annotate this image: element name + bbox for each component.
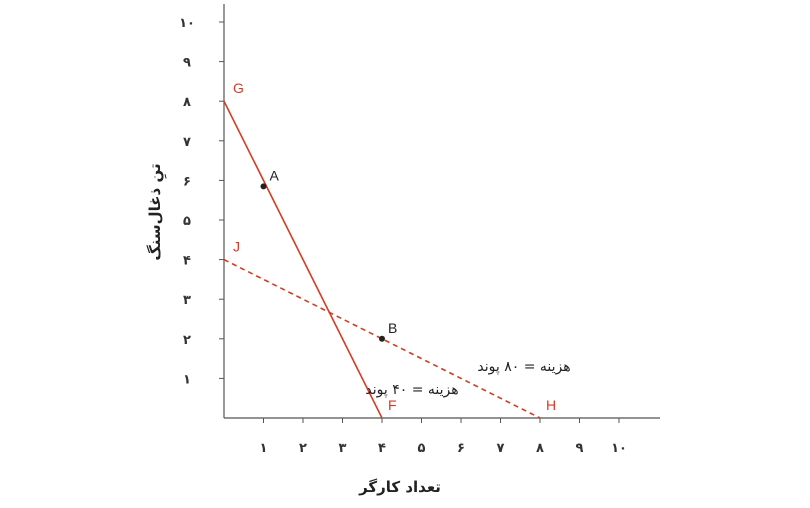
x-tick-label: ۱۰ <box>611 441 627 456</box>
y-tick-label: ۲ <box>183 333 191 348</box>
x-axis-ticks: ۱ ۲ ۳ ۴ ۵ ۶ ۷ ۸ ۹ ۱۰ <box>260 418 627 456</box>
x-axis-title: تعداد کارگر <box>358 478 441 496</box>
x-tick-label: ۳ <box>339 441 347 456</box>
y-tick-label: ۳ <box>183 293 191 308</box>
x-tick-label: ۹ <box>576 441 584 456</box>
x-tick-label: ۴ <box>378 441 386 456</box>
point-label: B <box>388 320 397 336</box>
x-tick-label: ۲ <box>299 441 307 456</box>
y-tick-label: ۸ <box>183 95 191 110</box>
cost-label: هزینه = ۴۰ پوند <box>365 382 458 398</box>
cost-label: هزینه = ۸۰ پوند <box>477 359 570 375</box>
line-end-label: F <box>388 397 397 413</box>
dashed-line-jh <box>223 258 541 419</box>
point-label: A <box>270 167 280 183</box>
x-tick-label: ۵ <box>418 441 426 456</box>
point-b <box>379 335 385 342</box>
points: AB <box>260 167 397 342</box>
y-tick-label: ۵ <box>183 214 191 229</box>
x-tick-label: ۱ <box>260 441 268 456</box>
line-start-label: J <box>233 239 240 255</box>
x-tick-label: ۶ <box>457 441 465 456</box>
x-tick-label: ۷ <box>497 441 505 456</box>
y-tick-label: ۶ <box>183 174 191 189</box>
y-tick-label: ۷ <box>183 135 191 150</box>
y-tick-label: ۱ <box>183 372 191 387</box>
solid-line-gf <box>223 100 383 419</box>
y-axis-ticks: ۱ ۲ ۳ ۴ ۵ ۶ ۷ ۸ ۹ ۱۰ <box>179 16 224 387</box>
axes <box>223 4 660 419</box>
point-a <box>260 183 267 190</box>
y-tick-label: ۱۰ <box>179 16 195 31</box>
line-end-label: H <box>546 397 556 413</box>
y-tick-label: ۴ <box>183 254 191 269</box>
y-tick-label: ۹ <box>183 56 191 71</box>
x-tick-label: ۸ <box>536 441 544 456</box>
line-start-label: G <box>233 80 244 96</box>
y-axis-title: تنِ ذغال‌سنگ <box>146 163 167 260</box>
